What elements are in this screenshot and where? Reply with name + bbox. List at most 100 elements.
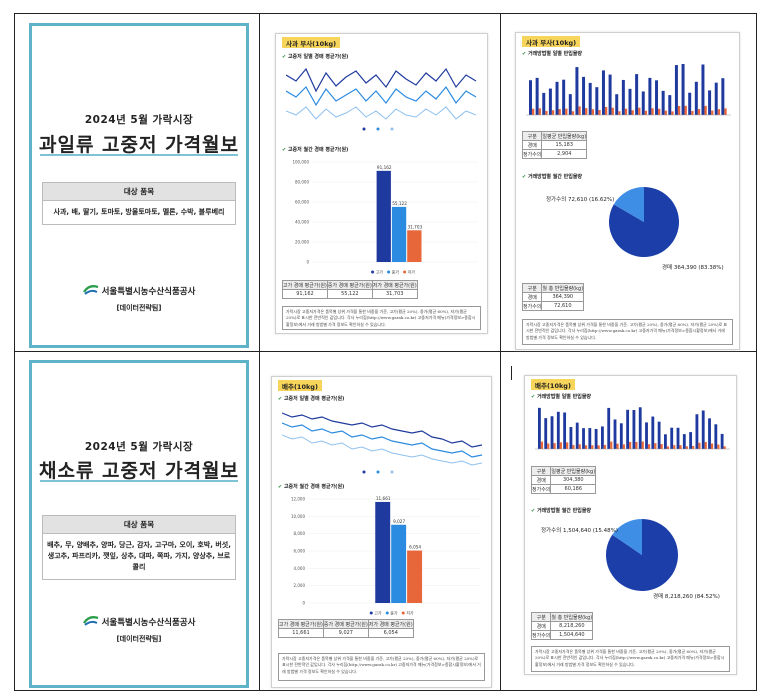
volume-bar: [582, 76, 586, 115]
volume-bar: [607, 407, 611, 449]
y-tick-label: 2,000: [294, 583, 306, 588]
legend-label: 중가: [390, 610, 398, 616]
y-tick-label: 80,000: [295, 180, 309, 185]
legend-marker: [385, 611, 389, 615]
veg-volume-monthly-table: 구분 월 총 반입물량(kg) 경매 8,218,260 정가수의 1,504,640: [530, 612, 594, 640]
volume-bar-minor: [635, 441, 638, 449]
legend-label: 고가: [376, 269, 384, 275]
volume-bar-minor: [710, 443, 714, 449]
fruit-monthly-volume-pie: [609, 187, 679, 257]
volume-bar: [548, 88, 552, 115]
fruit-cover-logo: 서울특별시농수산식품공사 [데이터전략팀]: [32, 284, 246, 313]
veg-report-cover[interactable]: 2024년 5월 가락시장 채소류 고중저 가격월보 대상 품목 배추, 무, …: [29, 360, 249, 688]
veg-cover-year: 2024년 5월 가락시장: [84, 441, 194, 453]
legend-marker: [403, 270, 407, 274]
veg-pie-label-major: 경매 8,218,260 (84.52%): [653, 594, 720, 600]
volume-bar: [601, 426, 604, 449]
pie-slice-fixed-price: [613, 187, 644, 222]
veg-volume-page[interactable]: 배추(10kg) ✔ 거래방법별 일별 반입물량 구분 일평균 반입물량(kg) …: [524, 375, 737, 675]
volume-bar: [562, 79, 566, 115]
volume-bar: [714, 424, 718, 449]
y-tick-label: 6,000: [294, 549, 306, 554]
legend-label: 저가: [406, 610, 414, 616]
bar-data-label: 11,661: [376, 496, 391, 501]
fruit-daily-price-title: ✔ 고중저 일별 경매 평균가(원): [282, 54, 349, 60]
volume-bar: [594, 428, 598, 449]
volume-bar: [555, 81, 559, 115]
legend-marker: [387, 270, 391, 274]
volume-bar: [701, 410, 705, 449]
volume-bar-minor: [711, 110, 714, 115]
volume-bar: [657, 421, 661, 449]
volume-bar-minor: [584, 445, 588, 449]
price-bar: [375, 501, 391, 603]
volume-bar: [568, 94, 572, 115]
legend-marker: [369, 611, 373, 615]
volume-bar: [588, 82, 592, 115]
volume-bar: [681, 64, 685, 115]
fruit-daily-volume-chart: [526, 64, 731, 116]
volume-bar: [708, 90, 712, 115]
volume-bar: [556, 411, 560, 449]
legend-marker: [401, 611, 405, 615]
volume-bar-minor: [566, 442, 569, 449]
y-tick-label: 40,000: [295, 220, 309, 225]
volume-bar-minor: [660, 444, 663, 449]
org-logo-icon: [82, 615, 99, 630]
volume-bar: [569, 427, 573, 449]
volume-bar: [648, 77, 652, 115]
volume-bar: [708, 418, 711, 449]
volume-bar: [664, 434, 667, 449]
fruit-daily-price-chart: [286, 67, 477, 131]
org-logo-icon: [82, 284, 99, 299]
volume-bar-minor: [591, 109, 595, 115]
volume-bar: [682, 434, 686, 449]
volume-bar: [695, 414, 699, 449]
volume-bar: [638, 407, 642, 449]
volume-bar-minor: [622, 444, 625, 449]
volume-bar-minor: [616, 443, 619, 449]
volume-bar-minor: [558, 109, 561, 115]
volume-bar-minor: [685, 446, 688, 449]
volume-bar-minor: [717, 444, 720, 449]
volume-bar-minor: [631, 110, 634, 115]
volume-bar: [535, 77, 539, 115]
volume-bar-minor: [597, 445, 600, 449]
fruit-items-header: 대상 품목: [43, 183, 235, 201]
price-bar: [407, 550, 423, 603]
volume-bar: [668, 95, 672, 115]
volume-bar: [575, 422, 579, 449]
volume-bar-minor: [610, 441, 613, 449]
volume-bar: [575, 67, 579, 115]
volume-bar: [529, 80, 532, 115]
volume-bar: [651, 416, 655, 449]
veg-cover-logo: 서울특별시농수산식품공사 [데이터전략팀]: [32, 615, 246, 644]
volume-bar: [701, 64, 705, 115]
volume-bar-minor: [603, 444, 607, 449]
fruit-items-box: 대상 품목 사과, 배, 딸기, 토마토, 방울토마토, 멜론, 수박, 블루베…: [42, 182, 236, 225]
fruit-volume-note: 가락시장 고중저가격은 품목별 상위 가격을 통한 비중을 기준, 고가(평균 …: [522, 319, 733, 345]
volume-bar-minor: [571, 111, 575, 115]
volume-bar: [628, 88, 632, 115]
volume-bar-minor: [611, 107, 614, 115]
veg-monthly-volume-title: ✔ 거래방법별 월간 반입물량: [531, 508, 592, 514]
volume-bar-minor: [723, 446, 726, 449]
volume-bar-minor: [559, 442, 562, 449]
volume-bar-minor: [666, 446, 670, 449]
fruit-volume-page[interactable]: 사과 부사(10kg) ✔ 거래방법별 일별 반입물량 구분 일평균 반입물량(k…: [515, 32, 740, 350]
volume-bar: [714, 82, 718, 115]
fruit-price-page[interactable]: 사과 부사(10kg) ✔ 고중저 일별 경매 평균가(원) ✔ 고중저 월간 …: [275, 33, 488, 334]
fruit-report-cover[interactable]: 2024년 5월 가락시장 과일류 고중저 가격월보 대상 품목 사과, 배, …: [29, 23, 249, 348]
fruit-items-list: 사과, 배, 딸기, 토마토, 방울토마토, 멜론, 수박, 블루베리: [53, 208, 225, 216]
fruit-daily-legend: [362, 127, 394, 131]
fruit-volume-daily-table: 구분 일평균 반입물량(kg) 경매 15,183 정가수의 2,904: [521, 131, 588, 159]
volume-bar-minor: [717, 109, 721, 115]
legend-label: 저가: [408, 269, 416, 275]
veg-price-note: 가락시장 고중저가격은 품목별 상위 가격을 통한 비중을 기준, 고가(평균 …: [278, 653, 485, 681]
veg-items-list: 배추, 무, 양배추, 양파, 당근, 감자, 고구마, 오이, 호박, 버섯,…: [47, 541, 231, 571]
veg-price-page[interactable]: 배추(10kg) ✔ 고중저 일별 경매 평균가(원) ✔ 고중저 월간 경매 …: [271, 376, 492, 688]
fruit-cover-year: 2024년 5월 가락시장: [84, 114, 194, 126]
bar-data-label: 91,162: [377, 165, 392, 170]
volume-bar-minor: [578, 106, 581, 115]
price-bar: [407, 230, 422, 262]
